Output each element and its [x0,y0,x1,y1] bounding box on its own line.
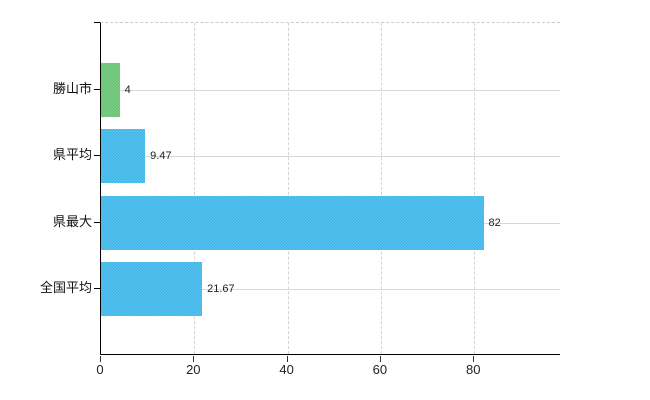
value-label: 4 [124,83,131,96]
y-axis-label: 勝山市 [52,80,92,96]
plot-area: 4 9.47 82 21.67 [100,22,560,355]
x-axis-tick [286,356,288,362]
y-gridline [101,89,560,91]
y-axis-tick [94,88,100,90]
y-axis-label: 全国平均 [39,280,92,296]
bar-全国平均 [101,262,203,317]
x-gridline [194,23,196,354]
x-axis-tick-label: 60 [372,362,388,377]
x-axis-tick [473,356,475,362]
y-axis-label: 県最大 [52,213,92,229]
x-axis-tick-label: 40 [279,362,294,377]
y-axis-tick [94,288,100,290]
y-axis-tick [94,221,100,223]
x-gridline [380,23,382,354]
x-gridline [287,23,289,354]
bar-県平均 [101,129,146,184]
x-axis-tick [379,356,381,362]
x-axis-tick-label: 0 [96,362,104,377]
x-axis-tick-label: 20 [186,362,201,377]
value-label: 82 [488,216,501,229]
y-axis-top-tick [94,22,100,23]
x-gridline [474,23,476,354]
y-axis-tick [94,155,100,157]
bar-勝山市 [101,62,120,117]
y-gridline [101,156,560,158]
x-axis-tick-label: 80 [465,362,481,377]
x-axis-tick [193,356,195,362]
value-label: 9.47 [150,150,172,163]
y-gridline [101,289,560,291]
bar-県最大 [101,195,484,250]
x-axis-tick [100,356,101,362]
y-axis-label: 県平均 [52,147,92,163]
value-label: 21.67 [207,283,235,296]
